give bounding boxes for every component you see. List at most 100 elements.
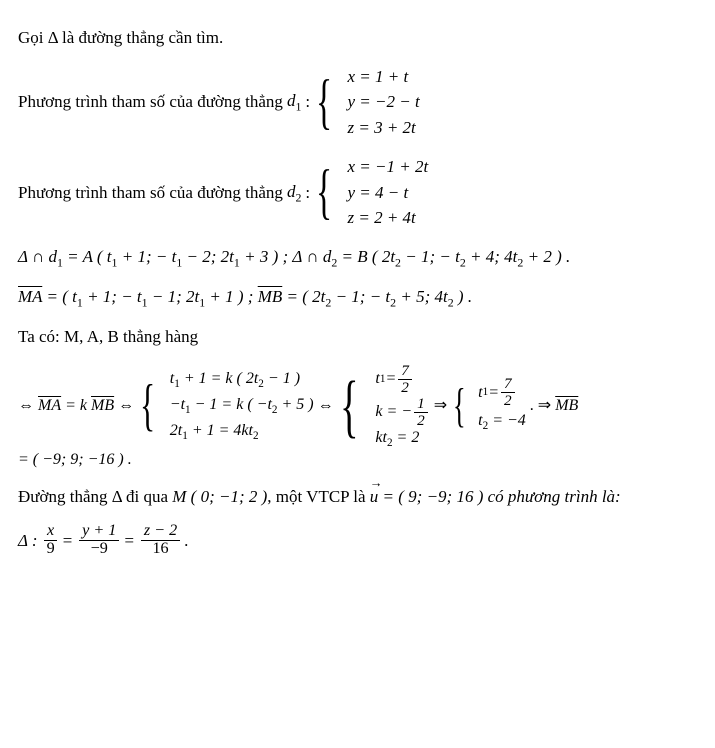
- sysC: { t1 = 72 t2 = −4: [453, 376, 526, 435]
- ma3: − 1; 2t: [148, 287, 200, 306]
- d2-row2: y = 4 − t: [348, 180, 429, 206]
- int-pre: Δ ∩ d: [18, 247, 57, 266]
- d2-row1: x = −1 + 2t: [348, 154, 429, 180]
- dar1: ⇔: [18, 395, 34, 417]
- colon-1: :: [305, 90, 310, 114]
- fx: x: [44, 523, 57, 541]
- fz: z − 2: [141, 523, 180, 541]
- int-b3: + 4; 4t: [466, 247, 518, 266]
- d2-sub: 2: [295, 190, 301, 204]
- frac-7-2: 72: [398, 363, 412, 396]
- param-d2: Phương trình tham số của đường thẳng d2 …: [18, 154, 697, 231]
- mb2: − 1; − t: [331, 287, 390, 306]
- r2c: + 5 ): [277, 396, 313, 413]
- r3b: + 1 = 4kt: [188, 422, 253, 439]
- sysA-r1: t1 + 1 = k ( 2t2 − 1 ): [170, 367, 314, 393]
- sysA-rows: t1 + 1 = k ( 2t2 − 1 ) −t1 − 1 = k ( −t2…: [170, 367, 314, 445]
- d2-row3: z = 2 + 4t: [348, 205, 429, 231]
- d1-sub: 1: [295, 99, 301, 113]
- brace-icon: {: [316, 168, 332, 217]
- sysC-r1: t1 = 72: [478, 376, 526, 409]
- r1b: + 1 = k ( 2t: [180, 370, 258, 387]
- int-b4: + 2 ) .: [523, 247, 570, 266]
- intersections: Δ ∩ d1 = A ( t1 + 1; − t1 − 2; 2t1 + 3 )…: [18, 245, 697, 271]
- d1-row3: z = 3 + 2t: [348, 115, 420, 141]
- brace-icon: {: [316, 78, 332, 127]
- d1-rows: x = 1 + t y = −2 − t z = 3 + 2t: [348, 64, 420, 141]
- final-eq: Δ : x9 = y + 1−9 = z − 216 .: [18, 523, 697, 558]
- mb-final: = ( −9; 9; −16 ) .: [18, 449, 132, 471]
- brace-icon: {: [453, 387, 466, 425]
- sysB-r2: k = − 12: [375, 396, 429, 429]
- frac-z16: z − 216: [141, 523, 180, 558]
- c72n: 7: [501, 376, 515, 393]
- frac-1-2: 12: [414, 396, 428, 429]
- ma4: + 1 ) ;: [205, 287, 258, 306]
- cr2b: = −4: [488, 412, 526, 429]
- f9: 9: [44, 541, 58, 558]
- n12n: 1: [414, 396, 428, 413]
- r1c: − 1 ): [264, 370, 300, 387]
- ma2: + 1; − t: [83, 287, 142, 306]
- u-vec: u: [370, 485, 379, 509]
- br1e: =: [385, 370, 396, 388]
- eqk: = k: [65, 395, 87, 417]
- sysB-r3: kt2 = 2: [375, 429, 429, 450]
- mb4: ) .: [454, 287, 472, 306]
- n72n: 7: [398, 363, 412, 380]
- dar3: ⇔: [318, 395, 334, 417]
- sysB-r1: t1 = 72: [375, 363, 429, 396]
- dotimp: . ⇒: [530, 395, 551, 417]
- taco-line: Ta có: M, A, B thẳng hàng: [18, 325, 697, 349]
- eq2: =: [123, 529, 134, 553]
- int-a4: + 3 ) ; Δ ∩ d: [240, 247, 332, 266]
- frac-x9: x9: [44, 523, 58, 558]
- c72d: 2: [501, 393, 515, 409]
- d1-row2: y = −2 − t: [348, 89, 420, 115]
- r3a: 2t: [170, 422, 182, 439]
- mb1: = ( 2t: [282, 287, 325, 306]
- ma-mb-def: MA = ( t1 + 1; − t1 − 1; 2t1 + 1 ) ; MB …: [18, 285, 697, 311]
- sysC-r2: t2 = −4: [478, 409, 526, 435]
- f1c: , một VTCP là: [267, 487, 369, 506]
- mbvec2: MB: [91, 395, 114, 417]
- mbvec3: MB: [555, 395, 578, 417]
- int-b2: − 1; − t: [401, 247, 460, 266]
- d1-system: { x = 1 + t y = −2 − t z = 3 + 2t: [316, 64, 420, 141]
- sysA-r2: −t1 − 1 = k ( −t2 + 5 ): [170, 393, 314, 419]
- intro-line: Gọi Δ là đường thẳng cần tìm.: [18, 26, 697, 50]
- dar2: ⇔: [118, 395, 134, 417]
- frac-y9: y + 1−9: [79, 523, 119, 558]
- sysA: { t1 + 1 = k ( 2t2 − 1 ) −t1 − 1 = k ( −…: [140, 367, 313, 445]
- mb3: + 5; 4t: [396, 287, 448, 306]
- sysB: { t1 = 72 k = − 12 kt2 = 2: [340, 363, 430, 449]
- param-prefix-2: Phương trình tham số của đường thẳng: [18, 181, 283, 205]
- d1-row1: x = 1 + t: [348, 64, 420, 90]
- mavec2: MA: [38, 395, 61, 417]
- br2a: k = −: [375, 403, 412, 421]
- taco-text: Ta có: M, A, B thẳng hàng: [18, 327, 198, 346]
- n12d: 2: [414, 413, 428, 429]
- imp1: ⇒: [434, 395, 447, 417]
- sysB-rows: t1 = 72 k = − 12 kt2 = 2: [375, 363, 429, 449]
- r2a: −t: [170, 396, 185, 413]
- brace-icon: {: [140, 383, 155, 429]
- final-sentence: Đường thẳng Δ đi qua M ( 0; −1; 2 ), một…: [18, 485, 697, 509]
- int-a2: + 1; − t: [118, 247, 177, 266]
- sysC-rows: t1 = 72 t2 = −4: [478, 376, 526, 435]
- r3s2: 2: [253, 430, 259, 442]
- sysA-r3: 2t1 + 1 = 4kt2: [170, 419, 314, 445]
- equiv-chain: ⇔ MA = k MB ⇔ { t1 + 1 = k ( 2t2 − 1 ) −…: [18, 363, 697, 472]
- int-a3: − 2; 2t: [182, 247, 234, 266]
- int-b1: = B ( 2t: [337, 247, 395, 266]
- delta-pre: Δ :: [18, 529, 38, 553]
- frac-7-2b: 72: [501, 376, 515, 409]
- n72d: 2: [398, 380, 412, 396]
- cr1e: =: [488, 381, 499, 405]
- param-prefix-1: Phương trình tham số của đường thẳng: [18, 90, 283, 114]
- int-a1: = A ( t: [63, 247, 112, 266]
- d2-rows: x = −1 + 2t y = 4 − t z = 2 + 4t: [348, 154, 429, 231]
- final-dot: .: [184, 529, 188, 553]
- d1-symbol: d1: [287, 89, 301, 115]
- eq1: =: [62, 529, 73, 553]
